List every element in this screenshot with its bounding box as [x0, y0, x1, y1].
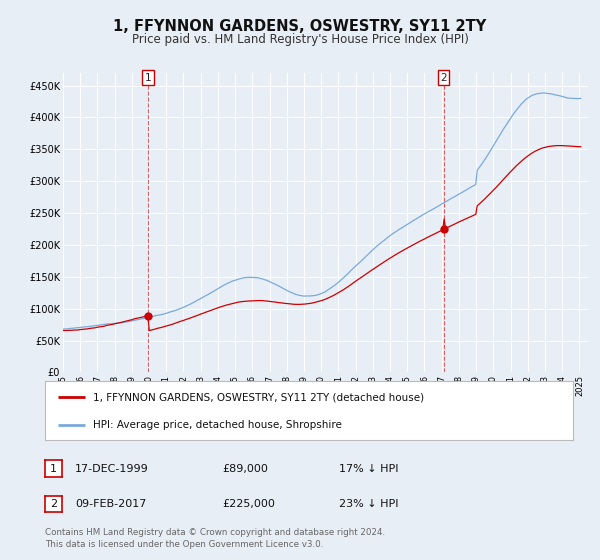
Text: Price paid vs. HM Land Registry's House Price Index (HPI): Price paid vs. HM Land Registry's House …	[131, 32, 469, 46]
Text: HPI: Average price, detached house, Shropshire: HPI: Average price, detached house, Shro…	[92, 420, 341, 430]
Text: 2: 2	[50, 499, 57, 509]
Text: 2: 2	[440, 73, 447, 83]
Text: 1, FFYNNON GARDENS, OSWESTRY, SY11 2TY (detached house): 1, FFYNNON GARDENS, OSWESTRY, SY11 2TY (…	[92, 392, 424, 402]
Text: Contains HM Land Registry data © Crown copyright and database right 2024.
This d: Contains HM Land Registry data © Crown c…	[45, 528, 385, 549]
Text: 09-FEB-2017: 09-FEB-2017	[75, 499, 146, 509]
Text: £225,000: £225,000	[222, 499, 275, 509]
Text: 1: 1	[50, 464, 57, 474]
Text: 17% ↓ HPI: 17% ↓ HPI	[339, 464, 398, 474]
Text: £89,000: £89,000	[222, 464, 268, 474]
Text: 1: 1	[145, 73, 152, 83]
Text: 17-DEC-1999: 17-DEC-1999	[75, 464, 149, 474]
Text: 23% ↓ HPI: 23% ↓ HPI	[339, 499, 398, 509]
Text: 1, FFYNNON GARDENS, OSWESTRY, SY11 2TY: 1, FFYNNON GARDENS, OSWESTRY, SY11 2TY	[113, 20, 487, 34]
